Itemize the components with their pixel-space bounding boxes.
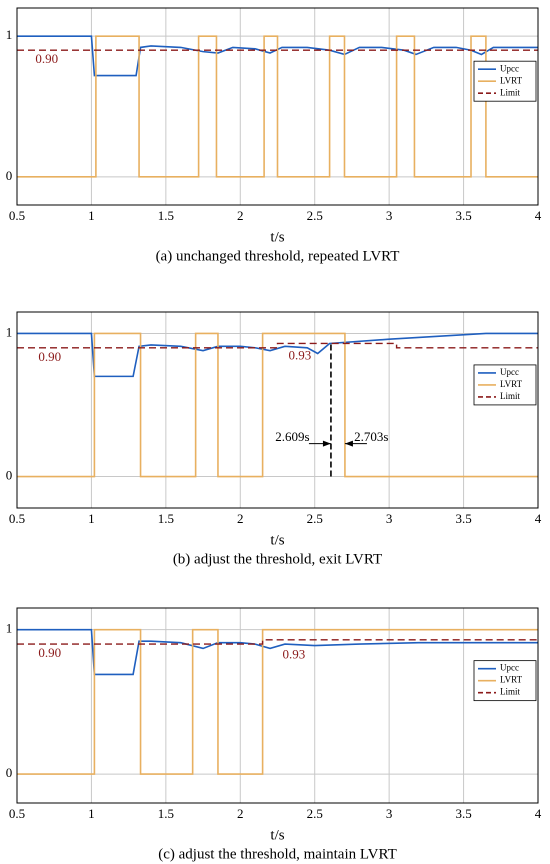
- series-line: [17, 628, 538, 775]
- series-line: [17, 35, 538, 178]
- arrow-head: [322, 440, 331, 447]
- x-tick-label: 3.5: [455, 511, 471, 526]
- caption: (b) adjust the threshold, exit LVRT: [173, 551, 382, 567]
- x-tick-label: 1: [88, 511, 95, 526]
- x-axis-label: t/s: [270, 532, 284, 548]
- annotation: 0.93: [282, 647, 305, 662]
- x-tick-label: 2.5: [307, 806, 323, 821]
- caption: (c) adjust the threshold, maintain LVRT: [158, 846, 397, 862]
- series-line: [17, 332, 538, 478]
- y-tick-label: 0: [6, 468, 13, 483]
- legend-label: Upcc: [500, 63, 519, 73]
- x-tick-label: 3: [386, 511, 393, 526]
- annotation: 0.90: [38, 349, 61, 364]
- series-line: [17, 342, 538, 349]
- x-tick-label: 1: [88, 208, 95, 223]
- annotation: 0.90: [35, 51, 58, 66]
- x-tick-label: 3: [386, 208, 393, 223]
- legend-label: LVRT: [500, 75, 523, 85]
- x-tick-label: 4: [535, 806, 542, 821]
- annotation: 0.90: [38, 645, 61, 660]
- x-tick-label: 2: [237, 208, 244, 223]
- legend-label: LVRT: [500, 379, 523, 389]
- x-tick-label: 3.5: [455, 208, 471, 223]
- caption: (a) unchanged threshold, repeated LVRT: [156, 248, 400, 264]
- x-tick-label: 4: [535, 511, 542, 526]
- legend-label: Upcc: [500, 663, 519, 673]
- series-line: [17, 35, 538, 77]
- plot-frame: [16, 607, 539, 804]
- x-tick-label: 1: [88, 806, 95, 821]
- x-tick-label: 1.5: [158, 208, 174, 223]
- x-tick-label: 3: [386, 806, 393, 821]
- series-line: [17, 332, 538, 378]
- x-tick-label: 1.5: [158, 806, 174, 821]
- y-tick-label: 0: [6, 168, 13, 183]
- annotation: 2.703s: [354, 429, 388, 444]
- annotation: 2.609s: [275, 429, 309, 444]
- x-tick-label: 0.5: [9, 806, 25, 821]
- legend-label: LVRT: [500, 675, 523, 685]
- x-axis-label: t/s: [270, 827, 284, 843]
- plot-frame: [16, 311, 539, 509]
- legend-label: Limit: [500, 87, 520, 97]
- plot-frame: [16, 7, 539, 206]
- x-tick-label: 0.5: [9, 511, 25, 526]
- y-tick-label: 0: [6, 765, 13, 780]
- series-line: [17, 639, 538, 645]
- y-tick-label: 1: [6, 324, 13, 339]
- y-tick-label: 1: [6, 621, 13, 636]
- legend-label: Upcc: [500, 367, 519, 377]
- x-tick-label: 2: [237, 511, 244, 526]
- x-tick-label: 2: [237, 806, 244, 821]
- legend-label: Limit: [500, 391, 520, 401]
- annotation: 0.93: [288, 347, 311, 362]
- x-tick-label: 2.5: [307, 208, 323, 223]
- x-tick-label: 4: [535, 208, 542, 223]
- y-tick-label: 1: [6, 27, 13, 42]
- x-axis-label: t/s: [270, 229, 284, 245]
- x-tick-label: 3.5: [455, 806, 471, 821]
- x-tick-label: 0.5: [9, 208, 25, 223]
- x-tick-label: 2.5: [307, 511, 323, 526]
- arrow-head: [344, 440, 353, 447]
- x-tick-label: 1.5: [158, 511, 174, 526]
- legend-label: Limit: [500, 687, 520, 697]
